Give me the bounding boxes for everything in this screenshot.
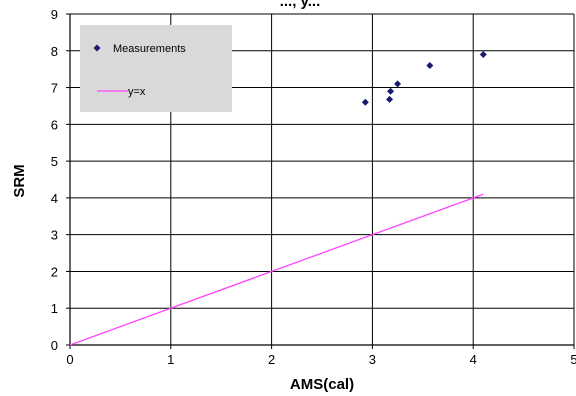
y-axis-title: SRM <box>11 164 28 197</box>
y-tick-label: 3 <box>51 228 58 243</box>
x-tick-label: 3 <box>369 352 376 367</box>
legend-label-yx: y=x <box>128 86 146 98</box>
legend-background <box>80 25 232 112</box>
legend: Measurements y=x <box>80 25 232 112</box>
x-tick-label: 5 <box>570 352 576 367</box>
legend-marker-measurements <box>93 44 101 52</box>
x-tick-label: 2 <box>268 352 275 367</box>
y-tick-label: 0 <box>51 338 58 353</box>
measurement-point <box>426 61 434 69</box>
y-tick-label: 2 <box>51 264 58 279</box>
y-tick-label: 1 <box>51 301 58 316</box>
measurement-point <box>361 98 369 106</box>
series-line-yx <box>69 193 484 346</box>
x-axis-ticks: 0 1 2 3 4 5 <box>66 345 576 367</box>
series-layer <box>69 50 487 346</box>
x-axis-title: AMS(cal) <box>290 376 354 393</box>
measurement-point <box>394 80 402 88</box>
y-tick-label: 9 <box>51 7 58 22</box>
measurement-point <box>386 95 394 103</box>
plot-area <box>69 14 574 346</box>
y-tick-label: 8 <box>51 44 58 59</box>
y-tick-label: 6 <box>51 117 58 132</box>
y-axis-ticks: 0 1 2 3 4 5 6 7 8 9 <box>51 7 70 353</box>
y-tick-label: 5 <box>51 154 58 169</box>
measurement-point <box>387 87 395 95</box>
x-tick-label: 4 <box>470 352 477 367</box>
x-tick-label: 1 <box>167 352 174 367</box>
x-tick-label: 0 <box>66 352 73 367</box>
y-tick-label: 4 <box>51 191 58 206</box>
grid-lines <box>69 13 575 346</box>
chart-title: ..., y... <box>280 0 321 10</box>
y-tick-label: 7 <box>51 81 58 96</box>
legend-label-measurements: Measurements <box>113 43 186 55</box>
measurement-point <box>479 50 487 58</box>
